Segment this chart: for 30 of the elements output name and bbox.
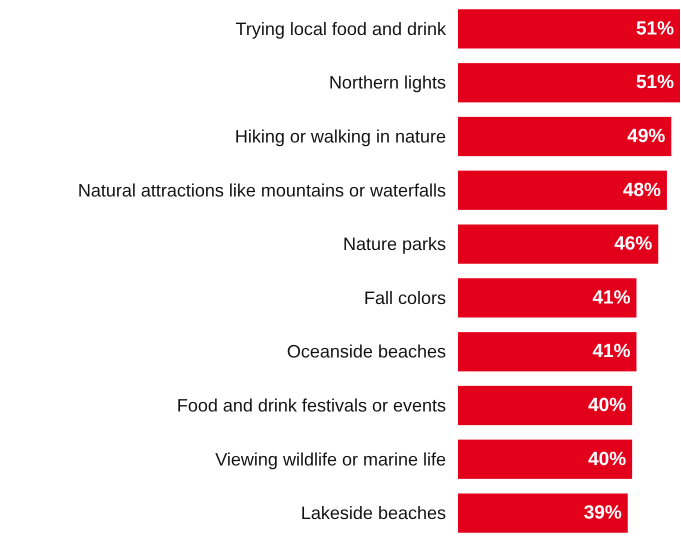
- data-label: 40%: [588, 395, 626, 416]
- data-label: 48%: [622, 180, 662, 201]
- bar: [458, 170, 667, 210]
- bar: [458, 386, 632, 426]
- bar: [458, 493, 628, 533]
- y-tick-label: Northern lights: [328, 72, 446, 93]
- bar: [458, 116, 672, 156]
- data-label: 51%: [636, 72, 674, 94]
- data-label: 39%: [584, 502, 622, 524]
- y-tick-label: Fall colors: [364, 288, 446, 308]
- y-tick-label: Food and drink festivals or events: [176, 396, 446, 416]
- bar: [458, 9, 680, 49]
- data-label: 49%: [627, 126, 666, 147]
- bar: [458, 224, 658, 264]
- bar: [458, 440, 632, 479]
- y-tick-label: Natural attractions like mountains or waterfalls: [78, 180, 446, 200]
- y-tick-label: Oceanside beaches: [286, 342, 446, 362]
- y-tick-label: Nature parks: [342, 234, 446, 254]
- y-tick-label: Hiking or walking in nature: [234, 126, 446, 146]
- y-tick-label: Viewing wildlife or marine life: [215, 449, 446, 470]
- y-tick-label: Trying local food and drink: [236, 18, 447, 39]
- data-label: 41%: [592, 341, 631, 362]
- bar: [458, 63, 680, 102]
- data-label: 41%: [592, 287, 631, 308]
- bar: [458, 332, 636, 372]
- data-label: 40%: [588, 448, 626, 470]
- data-label: 51%: [636, 18, 674, 40]
- bar: [458, 278, 636, 318]
- y-tick-label: Lakeside beaches: [300, 503, 446, 524]
- data-label: 46%: [614, 234, 652, 255]
